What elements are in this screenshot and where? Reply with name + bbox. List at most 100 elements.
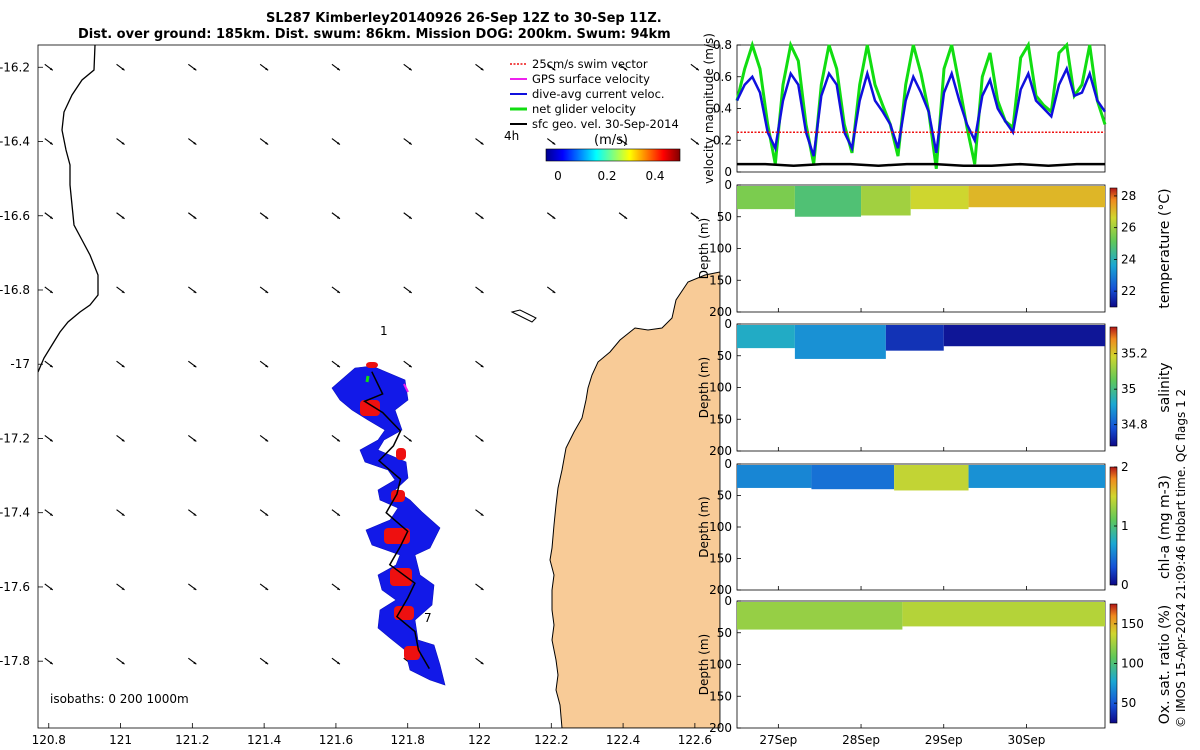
current-vector-head xyxy=(49,587,53,590)
legend-label-gps: GPS surface velocity xyxy=(532,72,650,86)
map-ytick-label: -16.6 xyxy=(0,209,30,223)
current-vector-head xyxy=(121,587,125,590)
legend-label-swim: 25cm/s swim vector xyxy=(532,57,648,71)
map-axis-ticks: 120.8 121 121.2 121.4 121.6 121.8 122 122.2 122.… xyxy=(0,60,712,747)
legend-label-dive: dive-avg current veloc. xyxy=(532,87,665,101)
oxygen-panel: 0 50 100 150 200 Depth (m) 50 100 150 Ox. sat. ra… xyxy=(697,594,1173,747)
temperature-colorbar-tick-label: 28 xyxy=(1121,189,1136,203)
track-velocity-band xyxy=(331,365,446,686)
current-vector-head xyxy=(336,290,340,293)
map-ytick-label: -17.4 xyxy=(0,506,30,520)
velocity-ylabel: velocity magnitude (m/s) xyxy=(702,33,716,184)
temperature-ylabel: Depth (m) xyxy=(697,218,711,279)
salinity-ytick-label: 0 xyxy=(724,317,732,331)
temperature-data-segment xyxy=(737,186,795,210)
temperature-colorbar-tick-label: 24 xyxy=(1121,252,1136,266)
oxygen-ylabel: Depth (m) xyxy=(697,634,711,695)
current-vector-head xyxy=(121,661,125,665)
oxygen-data-segment xyxy=(737,602,903,630)
current-vector-head xyxy=(121,364,125,368)
legend-item-net: net glider velocity xyxy=(510,102,636,116)
temperature-panel: 0 50 100 150 200 Depth (m) 22 24 26 28 temperature… xyxy=(697,178,1173,319)
current-vector-head xyxy=(265,364,269,368)
oxygen-ytick-label: 0 xyxy=(724,594,732,608)
temperature-data-segment xyxy=(794,186,862,217)
map-xtick-label: 122 xyxy=(468,733,491,747)
figure-title-line-2: Dist. over ground: 185km. Dist. swum: 86… xyxy=(78,27,671,42)
current-vector-head xyxy=(121,67,125,71)
current-vector-head xyxy=(49,216,53,219)
temperature-ytick-label: 150 xyxy=(709,273,732,287)
map-xtick-label: 121.8 xyxy=(391,733,425,747)
current-vector-head xyxy=(408,290,412,293)
temperature-colorbar-tick-label: 22 xyxy=(1121,284,1136,298)
map-xtick-label: 121 xyxy=(109,733,132,747)
track-line xyxy=(362,371,430,669)
current-vector-head xyxy=(480,513,484,516)
map-colorbar-tick-2: 0.4 xyxy=(645,169,664,183)
track-swim-patch xyxy=(404,646,420,660)
oxygen-xtick-label: 30Sep xyxy=(1007,733,1045,747)
velocity-ytick-label: 0.8 xyxy=(713,38,732,52)
current-vector-head xyxy=(552,142,556,145)
salinity-colorbar xyxy=(1109,326,1118,447)
annotation-1: 1 xyxy=(380,324,388,338)
map-ytick-label: -16.4 xyxy=(0,135,30,149)
current-vector-head xyxy=(336,587,340,590)
salinity-colorbar-tick-label: 34.8 xyxy=(1121,418,1148,432)
chlorophyll-data-segment xyxy=(968,465,1105,488)
chlorophyll-ytick-label: 200 xyxy=(709,583,732,597)
salinity-data-segment xyxy=(943,325,1105,347)
current-vector-head xyxy=(480,67,484,71)
oxygen-xtick-label: 29Sep xyxy=(925,733,963,747)
map-ytick-label: -17.8 xyxy=(0,654,30,668)
temperature-ytick-label: 100 xyxy=(709,242,732,256)
velocity-ytick-label: 0.2 xyxy=(713,133,732,147)
current-vector-head xyxy=(121,438,125,442)
current-vector-head xyxy=(336,661,340,665)
current-vector-head xyxy=(49,67,53,71)
map-xtick-label: 122.4 xyxy=(606,733,640,747)
current-vector-head xyxy=(265,67,269,71)
map-xtick-label: 122.2 xyxy=(534,733,568,747)
current-vector-head xyxy=(695,142,699,145)
current-vector-head xyxy=(265,513,269,516)
current-vector-head xyxy=(552,67,556,71)
oxygen-ytick-label: 200 xyxy=(709,721,732,735)
gps-velocity-marker xyxy=(403,383,409,393)
salinity-data-segment xyxy=(737,325,795,349)
map-colorbar-title: (m/s) xyxy=(594,133,628,148)
chlorophyll-colorbar-label: chl-a (mg m-3) xyxy=(1157,475,1173,579)
map-ytick-label: -17.2 xyxy=(0,431,30,445)
current-vector-head xyxy=(121,216,125,219)
map-ytick-label: -16.2 xyxy=(0,60,30,74)
salinity-data-segment xyxy=(885,325,944,351)
salinity-ytick-label: 50 xyxy=(717,349,732,363)
side-credit-label: © IMOS 15-Apr-2024 21:09:46 Hobart time.… xyxy=(1174,389,1188,728)
current-vector-head xyxy=(265,587,269,590)
current-vector-head xyxy=(193,438,197,442)
current-vector-head xyxy=(480,290,484,293)
current-vector-head xyxy=(193,661,197,665)
oxygen-ytick-label: 50 xyxy=(717,626,732,640)
current-vector-head xyxy=(552,290,556,293)
legend-item-gps: GPS surface velocity xyxy=(510,72,650,86)
track-swim-patch xyxy=(390,568,412,586)
chlorophyll-data-segment xyxy=(811,465,895,490)
isobath-1000m xyxy=(38,45,99,373)
current-vector-head xyxy=(624,67,628,71)
salinity-ylabel: Depth (m) xyxy=(697,357,711,418)
velocity-ytick-label: 0.4 xyxy=(713,102,732,116)
current-vector-head xyxy=(265,661,269,665)
map-xtick-label: 122.6 xyxy=(678,733,712,747)
map-xtick-label: 121.2 xyxy=(175,733,209,747)
chlorophyll-data-segment xyxy=(894,465,969,491)
current-vector-head xyxy=(336,67,340,71)
current-vector-head xyxy=(408,142,412,145)
temperature-ytick-label: 50 xyxy=(717,210,732,224)
current-vector-head xyxy=(336,216,340,219)
current-vector-head xyxy=(193,513,197,516)
current-vector-head xyxy=(49,142,53,145)
map-colorbar: (m/s) 0 0.2 0.4 xyxy=(545,133,681,183)
chlorophyll-colorbar-tick-label: 0 xyxy=(1121,578,1129,592)
